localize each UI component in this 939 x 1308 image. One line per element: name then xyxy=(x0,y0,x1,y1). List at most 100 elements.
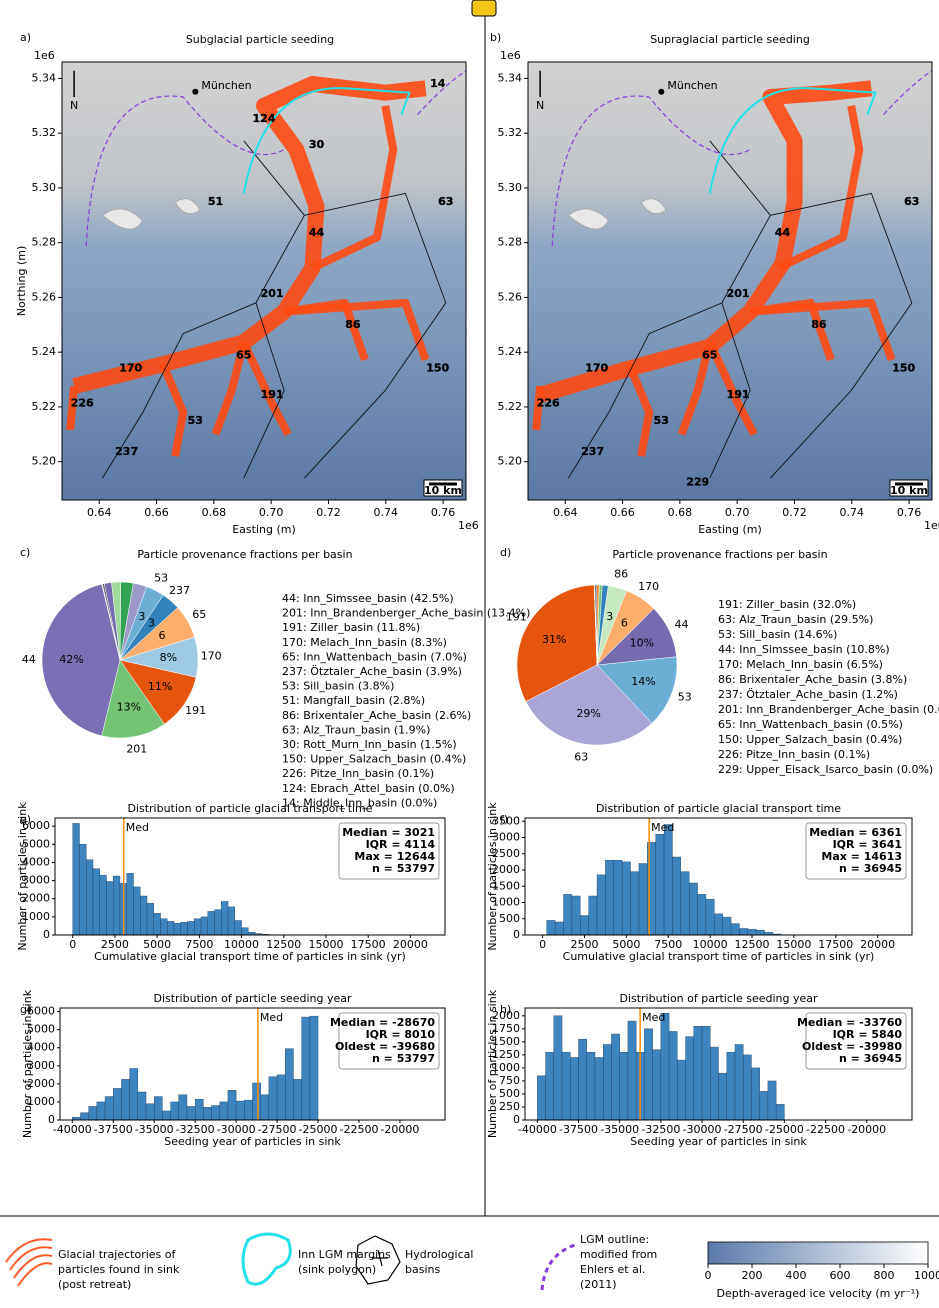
basin-label: 226 xyxy=(537,397,560,410)
x-tick-label: -22500 xyxy=(340,1123,379,1136)
hist-title: Distribution of particle seeding year xyxy=(619,992,818,1005)
hist-bar xyxy=(277,1075,285,1120)
hist-bar xyxy=(698,894,706,935)
hist-title: Distribution of particle glacial transpo… xyxy=(596,802,841,815)
x-tick-label: 0.66 xyxy=(144,506,169,519)
basin-label: 201 xyxy=(261,287,284,300)
hist-bar xyxy=(228,907,235,935)
slice-value-label: 11% xyxy=(148,680,172,693)
hist-bar xyxy=(656,834,664,935)
hist-bar xyxy=(130,1069,138,1120)
y-tick-label: 0 xyxy=(513,1113,520,1126)
legend-entry: 51: Mangfall_basin (2.8%) xyxy=(282,694,425,707)
legend-entry: 170: Melach_Inn_basin (6.5%) xyxy=(718,658,883,671)
basin-label: 65 xyxy=(236,348,251,361)
slice-value-label: 13% xyxy=(117,701,141,714)
hist-bar xyxy=(622,862,630,935)
hist-bar xyxy=(669,1031,677,1120)
map-layer xyxy=(62,62,466,500)
hist-bar xyxy=(138,1092,146,1120)
colorbar xyxy=(708,1242,928,1264)
legend-entry: 226: Pitze_Inn_basin (0.1%) xyxy=(718,748,870,761)
y-tick-label: 0 xyxy=(513,928,520,941)
colorbar-tick-label: 0 xyxy=(705,1269,712,1282)
x-axis-label: Seeding year of particles in sink xyxy=(630,1135,807,1148)
hist-bar xyxy=(694,1026,702,1120)
hist-bar xyxy=(215,910,222,935)
hist-bar xyxy=(179,1095,187,1120)
x-tick-label: 0.68 xyxy=(202,506,227,519)
hist-bar xyxy=(546,1052,554,1120)
y-tick-label: 5.24 xyxy=(32,345,57,358)
basin-label: 44 xyxy=(309,226,325,239)
y-tick-label: 5.28 xyxy=(32,236,57,249)
y-tick-label: 500 xyxy=(499,1087,520,1100)
map-title: Subglacial particle seeding xyxy=(186,33,334,46)
y-tick-label: 5.22 xyxy=(32,400,57,413)
hist-bar xyxy=(244,1100,252,1120)
y-offset: 1e6 xyxy=(34,49,55,62)
legend-entry: 65: Inn_Wattenbach_basin (0.5%) xyxy=(718,718,903,731)
y-tick-label: 0 xyxy=(48,1113,55,1126)
hist-bar xyxy=(235,920,242,935)
basin-label: 53 xyxy=(188,414,203,427)
slice-value-label: 31% xyxy=(542,633,566,646)
hist-bar xyxy=(140,896,147,935)
panel-label: f) xyxy=(500,813,508,826)
panel-label: c) xyxy=(20,546,30,559)
city-dot xyxy=(658,89,664,95)
colorbar-tick-label: 1000 xyxy=(914,1269,939,1282)
y-tick-label: 500 xyxy=(499,912,520,925)
slice-category-label: 63 xyxy=(574,750,588,763)
hist-bar xyxy=(631,872,639,935)
hist-bar xyxy=(564,894,572,935)
basin-label: 51 xyxy=(208,195,223,208)
hist-bar xyxy=(611,1034,619,1120)
legend-entry: 65: Inn_Wattenbach_basin (7.0%) xyxy=(282,650,467,663)
slice-value-label: 3 xyxy=(606,610,613,623)
legend-entry: 229: Upper_Eisack_Isarco_basin (0.0%) xyxy=(718,763,933,776)
slice-category-label: 201 xyxy=(126,743,147,756)
hist-title: Distribution of particle seeding year xyxy=(153,992,352,1005)
hist-bar xyxy=(285,1049,293,1120)
legend-entry: 44: Inn_Simssee_basin (10.8%) xyxy=(718,643,890,656)
x-axis-label: Easting (m) xyxy=(232,523,296,536)
basin-label: 170 xyxy=(585,362,608,375)
slice-category-label: 86 xyxy=(614,568,628,581)
hist-title: Distribution of particle glacial transpo… xyxy=(127,802,372,815)
hist-bar xyxy=(572,896,580,935)
x-tick-label: 0.70 xyxy=(725,506,750,519)
legend-entry: 237: Ötztaler_Ache_basin (3.9%) xyxy=(282,665,462,678)
basin-label: 86 xyxy=(811,318,827,331)
slice-value-label: 14% xyxy=(631,675,655,688)
hist-bar xyxy=(605,860,613,935)
hist-bar xyxy=(603,1044,611,1120)
hist-bar xyxy=(710,1047,718,1120)
y-tick-label: 5.28 xyxy=(498,236,523,249)
hist-bar xyxy=(293,1079,301,1120)
basin-label: 170 xyxy=(119,362,142,375)
x-tick-label: -37500 xyxy=(94,1123,133,1136)
hist-bar xyxy=(174,923,181,935)
colorbar-tick-label: 400 xyxy=(786,1269,807,1282)
x-tick-label: 0.76 xyxy=(431,506,456,519)
hist-bar xyxy=(195,1099,203,1120)
legend-entry: 30: Rott_Murn_Inn_basin (1.5%) xyxy=(282,738,457,751)
hist-bar xyxy=(261,1095,269,1120)
hist-bar xyxy=(554,1016,562,1120)
y-axis-label: Number of particles in sink xyxy=(486,989,499,1138)
basin-label: 150 xyxy=(426,362,449,375)
legend-entry: 63: Alz_Traun_basin (29.5%) xyxy=(718,613,873,626)
hist-bar xyxy=(743,1055,751,1120)
hist-bar xyxy=(727,1052,735,1120)
x-tick-label: 0.72 xyxy=(316,506,341,519)
slice-value-label: 29% xyxy=(576,707,600,720)
hist-bar xyxy=(194,919,201,935)
hist-bar xyxy=(181,922,188,935)
hist-bar xyxy=(739,929,747,936)
y-tick-label: 5.34 xyxy=(498,71,523,84)
pie-title: Particle provenance fractions per basin xyxy=(137,548,352,561)
hist-bar xyxy=(689,883,697,935)
hist-bar xyxy=(113,876,120,935)
hist-bar xyxy=(681,872,689,935)
